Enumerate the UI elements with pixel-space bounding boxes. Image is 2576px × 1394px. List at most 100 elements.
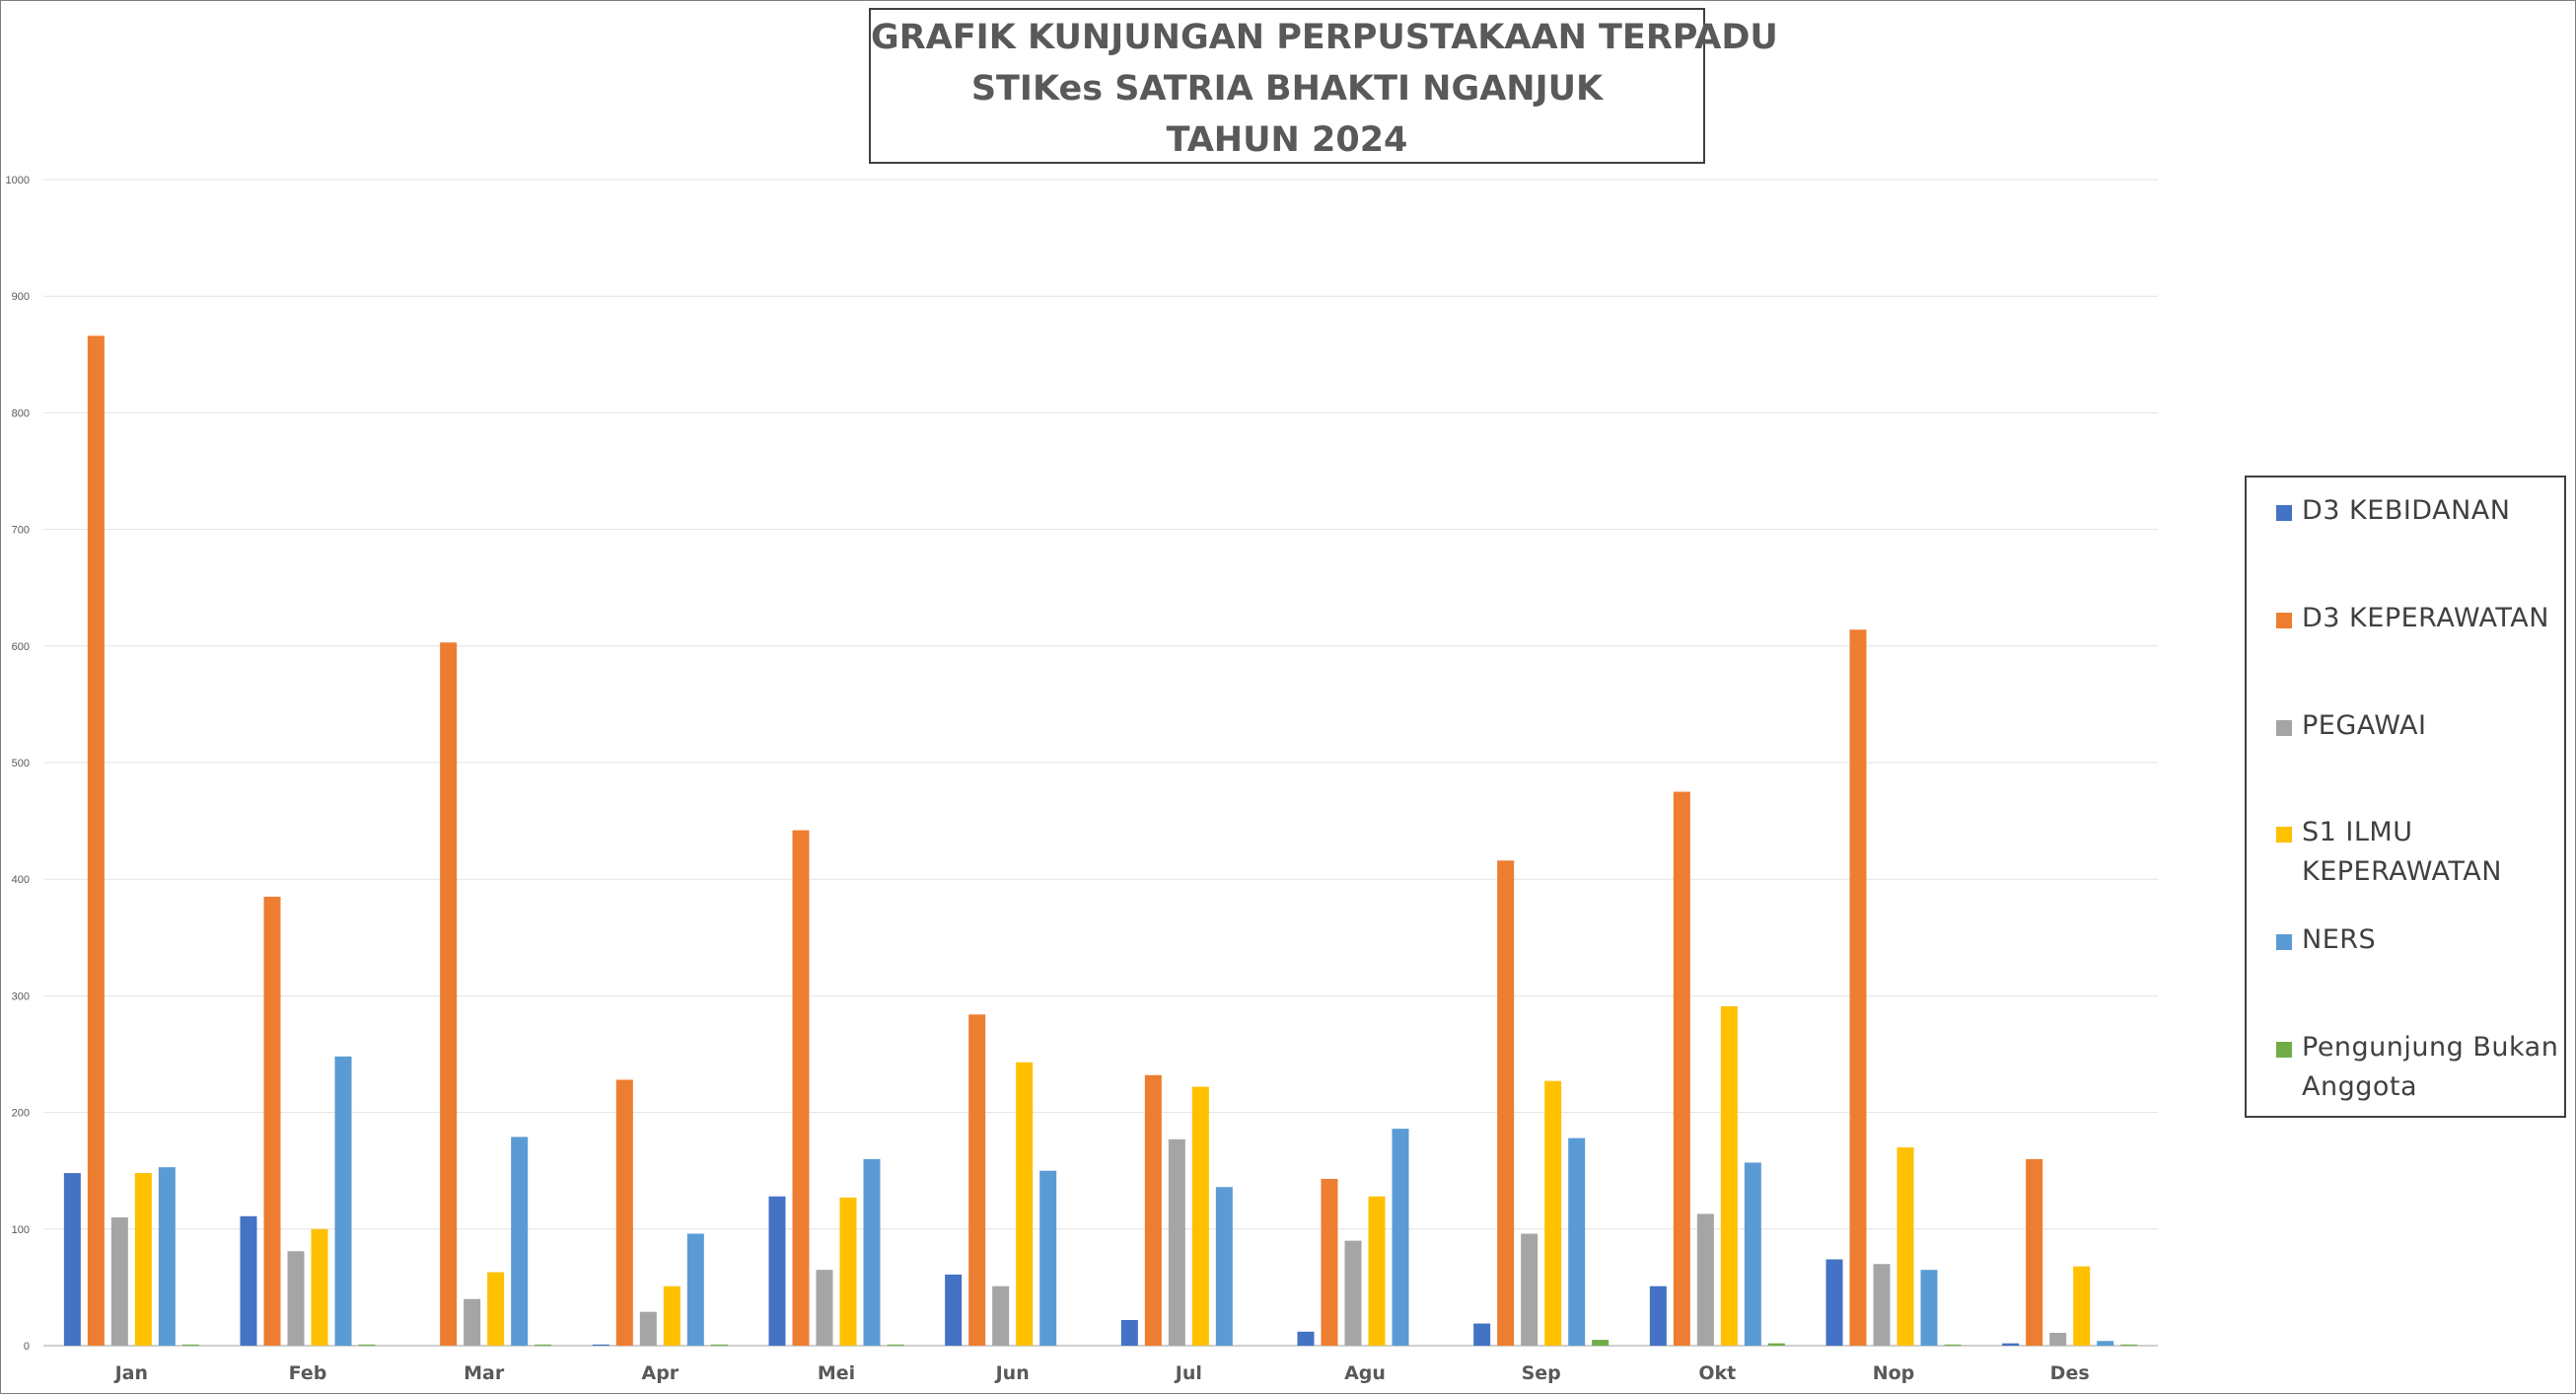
bar <box>440 642 458 1346</box>
legend-swatch <box>2276 1042 2292 1058</box>
bar <box>592 1344 609 1346</box>
bar <box>816 1270 833 1346</box>
legend-swatch <box>2276 720 2292 736</box>
bar <box>2049 1332 2067 1346</box>
chart-title-line-3: TAHUN 2024 <box>1166 120 1408 160</box>
bar <box>1920 1270 1938 1346</box>
bar <box>639 1311 657 1346</box>
chart-title-line-1: GRAFIK KUNJUNGAN PERPUSTAKAAN TERPADU <box>871 18 1778 57</box>
y-tick-label: 500 <box>12 758 30 770</box>
x-tick-label: Jan <box>113 1362 148 1384</box>
legend-label: D3 KEBIDANAN <box>2302 495 2511 526</box>
bar <box>2002 1343 2020 1346</box>
bar <box>1767 1343 1785 1346</box>
bar <box>1696 1213 1714 1346</box>
bar <box>663 1285 680 1346</box>
bar <box>1521 1233 1538 1346</box>
legend-label: NERS <box>2302 924 2377 955</box>
bar <box>968 1014 986 1346</box>
bar <box>158 1167 176 1346</box>
bar <box>768 1196 786 1346</box>
bar <box>2120 1344 2138 1346</box>
y-tick-label: 400 <box>12 874 30 886</box>
legend-swatch <box>2276 505 2292 521</box>
bar <box>992 1285 1010 1346</box>
bar <box>358 1344 376 1346</box>
x-tick-label: Agu <box>1344 1362 1386 1384</box>
y-tick-label: 700 <box>12 525 30 537</box>
x-tick-label: Jul <box>1174 1362 1202 1384</box>
bar <box>2073 1266 2091 1346</box>
bar <box>2026 1158 2043 1346</box>
bar <box>1168 1138 1185 1346</box>
x-tick-label: Nop <box>1873 1362 1915 1384</box>
bar <box>615 1079 633 1346</box>
bar <box>1215 1187 1233 1346</box>
bar <box>240 1215 257 1346</box>
x-tick-label: Mar <box>464 1362 505 1384</box>
x-tick-label: Feb <box>289 1362 327 1384</box>
bar <box>287 1251 305 1346</box>
bar <box>1849 629 1867 1346</box>
bar <box>487 1272 505 1346</box>
bar <box>511 1137 529 1346</box>
bar <box>887 1344 904 1346</box>
bar <box>839 1197 857 1346</box>
chart-title: GRAFIK KUNJUNGAN PERPUSTAKAAN TERPADU ST… <box>869 8 1778 164</box>
x-tick-label: Sep <box>1522 1362 1561 1384</box>
bar <box>110 1216 128 1346</box>
legend-label: Pengunjung Bukan Anggota <box>2302 1032 2559 1102</box>
bar <box>1120 1319 1138 1346</box>
legend-label: PEGAWAI <box>2302 710 2427 741</box>
bar <box>1592 1340 1610 1346</box>
y-tick-label: 900 <box>12 291 30 303</box>
bar <box>63 1173 81 1346</box>
x-tick-label: Mei <box>818 1362 855 1384</box>
bar <box>1720 1006 1738 1346</box>
bar <box>1321 1178 1338 1346</box>
legend-label: S1 ILMU KEPERAWATAN <box>2302 817 2502 887</box>
y-tick-label: 200 <box>12 1108 30 1120</box>
bar <box>1649 1285 1667 1346</box>
bar <box>1944 1344 1962 1346</box>
bar <box>1144 1074 1162 1346</box>
bar <box>1673 791 1690 1346</box>
bar <box>863 1158 881 1346</box>
bar <box>1497 860 1515 1346</box>
x-tick-label: Apr <box>641 1362 679 1384</box>
x-tick-label: Des <box>2050 1362 2090 1384</box>
legend-label: D3 KEPERAWATAN <box>2302 603 2549 633</box>
legend-swatch <box>2276 934 2292 950</box>
x-tick-label: Jun <box>994 1362 1030 1384</box>
bar <box>945 1274 963 1346</box>
bar <box>1473 1323 1491 1346</box>
bar <box>1825 1259 1843 1346</box>
bar <box>535 1344 552 1346</box>
x-tick-label: Okt <box>1698 1362 1736 1384</box>
bar <box>1568 1137 1586 1346</box>
bar <box>334 1056 352 1346</box>
bar <box>1039 1170 1057 1346</box>
bar <box>464 1298 481 1346</box>
bar <box>2097 1341 2114 1346</box>
bar <box>1744 1162 1761 1346</box>
y-tick-label: 100 <box>12 1224 30 1236</box>
y-tick-label: 600 <box>12 641 30 653</box>
bar <box>311 1228 328 1346</box>
bar <box>263 896 281 1346</box>
legend-swatch <box>2276 827 2292 843</box>
bar <box>181 1344 199 1346</box>
y-tick-label: 1000 <box>6 175 30 186</box>
bar <box>1544 1080 1562 1346</box>
y-tick-label: 0 <box>24 1341 30 1353</box>
bar <box>1297 1331 1315 1346</box>
bar <box>1873 1264 1891 1346</box>
bar <box>1191 1086 1209 1346</box>
legend-swatch <box>2276 613 2292 628</box>
y-tick-label: 800 <box>12 407 30 419</box>
bar <box>87 335 105 1346</box>
bar <box>1368 1196 1386 1346</box>
chart-legend: D3 KEBIDANAN D3 KEPERAWATAN PEGAWAI S1 I… <box>2245 476 2566 1118</box>
bar <box>134 1173 152 1346</box>
